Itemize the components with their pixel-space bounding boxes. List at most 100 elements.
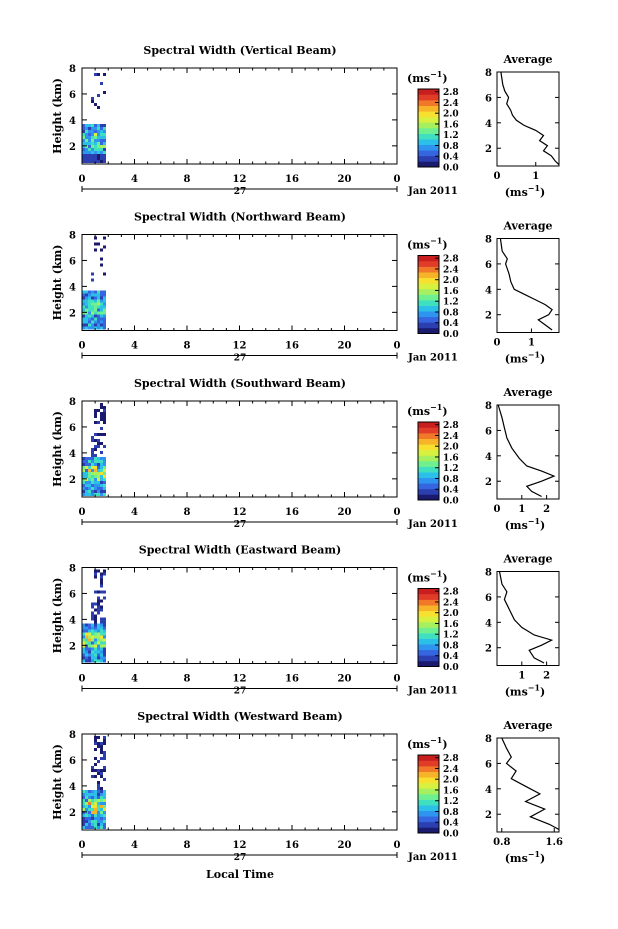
heatmap-cell (100, 653, 103, 657)
heatmap-cell (100, 317, 103, 321)
heatmap-cell (97, 805, 100, 808)
heatmap-cell (100, 323, 103, 327)
heatmap-cell (94, 409, 97, 412)
average-x-label-close: ) (540, 519, 545, 532)
average-y-tick-label: 4 (485, 285, 492, 296)
units-label: (ms−1) (407, 735, 448, 751)
colorbar-segment (418, 660, 439, 667)
heatmap-cell (82, 632, 85, 636)
heatmap-cell (82, 457, 85, 460)
heatmap-cell (85, 469, 88, 472)
heatmap-cell (94, 248, 97, 252)
heatmap-cell (97, 130, 100, 133)
heatmap-cell (82, 490, 85, 493)
x-tick-label: 12 (233, 840, 247, 851)
heatmap-cell (94, 445, 97, 448)
heatmap-cell (103, 817, 106, 820)
heatmap-cell (103, 475, 106, 478)
average-title: Average (502, 220, 552, 233)
heatmap-cell (103, 641, 106, 645)
heatmap-cell (97, 760, 100, 763)
heatmap-cell (85, 650, 88, 654)
heatmap-cell (100, 154, 103, 157)
heatmap-cell (97, 157, 100, 160)
colorbar-tick-label: 1.2 (443, 131, 459, 141)
heatmap-cell (103, 460, 106, 463)
heatmap-cell (91, 623, 94, 627)
heatmap-cell (100, 641, 103, 645)
units-label: (ms−1) (407, 69, 448, 85)
heatmap-cell (97, 787, 100, 790)
heatmap-cell (85, 142, 88, 145)
heatmap-cell (97, 769, 100, 772)
x-tick-label: 8 (184, 840, 191, 851)
colorbar-segment (418, 139, 439, 146)
heatmap-cell (88, 820, 91, 823)
colorbar-segment (418, 810, 439, 817)
heatmap-cell (100, 151, 103, 154)
heatmap-cell (103, 293, 106, 297)
heatmap-cell (97, 463, 100, 466)
colorbar-frame (417, 255, 440, 334)
heatmap-cell (100, 248, 103, 252)
colorbar-segment (418, 150, 439, 157)
y-axis-label: Height (km) (51, 78, 64, 154)
colorbar-segment (418, 782, 439, 789)
heatmap-cell (91, 469, 94, 472)
colorbar-segment (418, 627, 439, 634)
heatmap-cell (85, 656, 88, 660)
panel-title: Spectral Width (Eastward Beam) (139, 544, 341, 557)
average-x-label-exp: −1 (528, 350, 540, 360)
heatmap-cell (103, 814, 106, 817)
heatmap-cell (91, 326, 94, 330)
y-tick-label: 8 (69, 64, 76, 75)
colorbar-segment (418, 610, 439, 617)
heatmap-cell (97, 793, 100, 796)
heatmap-cell (88, 623, 91, 627)
average-y-tick-label: 8 (485, 734, 492, 745)
heatmap-cell (85, 320, 88, 324)
heatmap-cell (82, 320, 85, 324)
heatmap-cell (97, 820, 100, 823)
heatmap-cell (88, 487, 91, 490)
average-x-tick-label: 1 (532, 171, 539, 182)
heatmap-cell (82, 629, 85, 633)
heatmap-cell (103, 632, 106, 636)
colorbar-segment (418, 316, 439, 323)
heatmap-cell (91, 802, 94, 805)
date-label: Jan 2011 (407, 353, 458, 364)
heatmap-cell (82, 136, 85, 139)
heatmap-cell (97, 439, 100, 442)
heatmap-cell (88, 293, 91, 297)
y-tick-label: 6 (69, 756, 76, 767)
heatmap-cell (103, 802, 106, 805)
heatmap-cell (100, 311, 103, 315)
heatmap-cell (103, 151, 106, 154)
heatmap-cell (103, 650, 106, 654)
heatmap-cell (94, 466, 97, 469)
heatmap-cell (100, 826, 103, 829)
x-tick-label: 4 (131, 840, 138, 851)
heatmap-cell (97, 475, 100, 478)
colorbar-tick-label: 0.0 (443, 830, 459, 840)
heatmap-cell (94, 623, 97, 627)
heatmap-cell (82, 142, 85, 145)
heatmap-cell (94, 638, 97, 642)
heatmap-cell (82, 127, 85, 130)
heatmap-cell (91, 157, 94, 160)
panel-1: Spectral Width (Vertical Beam)0 4 8 12 16 20 0… (51, 44, 560, 199)
heatmap-cell (91, 602, 94, 606)
heatmap-cell (103, 484, 106, 487)
x-axis-label: Local Time (206, 868, 274, 881)
heatmap-cell (100, 626, 103, 630)
average-y-tick-label: 8 (485, 235, 492, 246)
heatmap-cell (82, 820, 85, 823)
units-base: (ms (407, 405, 430, 418)
average-x-tick-label: 0 (494, 504, 501, 515)
average-x-label-exp: −1 (528, 849, 540, 859)
heatmap-cell (100, 745, 103, 748)
heatmap-cell (82, 311, 85, 315)
heatmap-cell (100, 133, 103, 136)
heatmap-cell (97, 647, 100, 651)
heatmap-cell (85, 296, 88, 300)
